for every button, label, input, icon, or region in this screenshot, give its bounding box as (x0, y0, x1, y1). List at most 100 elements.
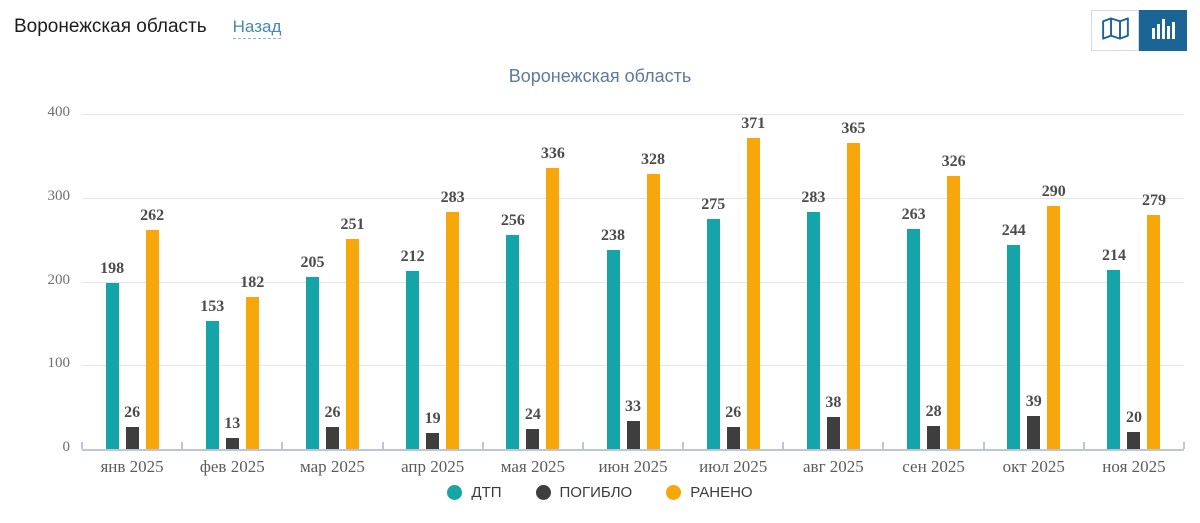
bar-погибло: 24 (525, 406, 541, 449)
x-axis-tick (1082, 442, 1085, 449)
x-tick-label: ноя 2025 (1102, 457, 1166, 476)
bar-дтп: 214 (1102, 247, 1126, 449)
legend-item-погибло[interactable]: ПОГИБЛО (535, 484, 633, 501)
x-tick-label: июн 2025 (598, 457, 668, 476)
bar-value-label: 33 (625, 398, 642, 416)
bar-value-label: 263 (901, 205, 926, 223)
bar-погибло: 39 (1026, 393, 1042, 449)
x-axis-labels: янв 2025 фев 2025 мар 2025 апр 2025 мая 2025… (82, 457, 1184, 477)
bar-погибло: 26 (725, 404, 741, 449)
bar-group-1: 198 26 262 (82, 114, 182, 449)
bar-дтп: 256 (501, 212, 525, 449)
view-toggle (1091, 10, 1187, 51)
bar-погибло: 33 (625, 398, 641, 449)
bar-value-label: 38 (825, 394, 842, 412)
y-tick-label: 400 (47, 104, 71, 120)
bar-погибло: 26 (124, 404, 140, 449)
bar-group-7: 275 26 371 (683, 114, 783, 449)
bar-group-11: 214 20 279 (1084, 114, 1184, 449)
bar-value-label: 365 (841, 120, 866, 138)
bar-ранено: 262 (140, 207, 164, 449)
bar-group-4: 212 19 283 (383, 114, 483, 449)
bar-value-label: 279 (1141, 192, 1166, 210)
bar-value-label: 19 (424, 410, 441, 428)
bar-дтп: 263 (902, 206, 926, 449)
bar-group-5: 256 24 336 (483, 114, 583, 449)
x-tick-label: авг 2025 (803, 457, 864, 476)
bar-value-label: 283 (440, 189, 465, 206)
bar-ранено: 365 (841, 120, 865, 449)
bar-value-label: 13 (224, 415, 241, 433)
chart-view-button[interactable] (1139, 10, 1187, 51)
y-tick-label: 100 (47, 355, 71, 372)
legend-label: РАНЕНО (690, 484, 753, 501)
bar-value-label: 251 (340, 215, 365, 233)
bar-value-label: 238 (601, 226, 626, 244)
bar-value-label: 212 (400, 248, 425, 266)
gridline-200 (82, 281, 1184, 283)
bar-дтп: 238 (601, 227, 625, 449)
bar-ранено: 283 (441, 189, 465, 449)
bar-value-label: 244 (1001, 221, 1026, 239)
bar-ранено: 251 (340, 216, 364, 449)
legend-label: ПОГИБЛО (559, 484, 633, 501)
bar-value-label: 328 (641, 151, 666, 169)
bar-value-label: 182 (240, 273, 265, 291)
map-icon (1101, 16, 1129, 45)
bar-value-label: 205 (300, 254, 325, 272)
page-title: Воронежская область (14, 16, 207, 37)
x-tick-label: мая 2025 (500, 457, 565, 476)
gridline-300 (82, 197, 1184, 199)
bar-дтп: 283 (801, 189, 825, 449)
legend-item-дтп[interactable]: ДТП (447, 484, 502, 501)
map-view-button[interactable] (1091, 10, 1139, 51)
bar-value-label: 28 (925, 402, 942, 420)
bar-value-label: 290 (1041, 183, 1066, 201)
legend-dot (535, 485, 551, 500)
bar-ранено: 336 (541, 145, 565, 449)
x-axis-tick (682, 442, 685, 449)
bar-value-label: 214 (1101, 246, 1126, 264)
bar-дтп: 198 (100, 260, 124, 449)
legend-label: ДТП (471, 484, 502, 501)
x-tick-label: окт 2025 (1002, 457, 1065, 476)
x-axis-tick (281, 442, 284, 449)
bar-chart-icon (1151, 17, 1176, 44)
bar-value-label: 39 (1025, 393, 1042, 411)
bar-ранено: 326 (942, 153, 966, 449)
bar-group-10: 244 39 290 (984, 114, 1084, 449)
x-axis-tick (81, 442, 83, 449)
bar-value-label: 283 (801, 189, 826, 206)
x-axis-tick (882, 442, 885, 449)
plot-area: 198 26 262 153 13 182 205 26 251 212 19 283 256 24 336… (82, 114, 1184, 449)
y-tick-label: 0 (62, 439, 71, 455)
legend-dot (447, 485, 463, 500)
bar-value-label: 275 (701, 195, 726, 213)
bar-дтп: 212 (401, 248, 425, 449)
y-axis: 0 100 200 300 400 (0, 104, 71, 455)
x-axis-tick (1183, 442, 1185, 449)
bar-погибло: 19 (425, 410, 441, 449)
chart-legend: ДТП ПОГИБЛО РАНЕНО (0, 484, 1200, 501)
x-axis-line (81, 442, 1185, 451)
legend-item-ранено[interactable]: РАНЕНО (666, 484, 753, 501)
x-axis-tick (381, 442, 384, 449)
bar-value-label: 153 (200, 297, 225, 315)
bar-groups: 198 26 262 153 13 182 205 26 251 212 19 283 256 24 336… (82, 114, 1184, 449)
bar-value-label: 26 (124, 404, 141, 422)
bar-ранено: 328 (641, 151, 665, 449)
bar-group-6: 238 33 328 (583, 114, 683, 449)
bar-value-label: 24 (524, 405, 541, 423)
bar-погибло: 28 (926, 403, 942, 449)
bar-дтп: 244 (1002, 222, 1026, 449)
y-tick-label: 200 (47, 271, 71, 288)
bar-group-2: 153 13 182 (182, 114, 282, 449)
x-tick-label: апр 2025 (401, 457, 465, 476)
bar-ранено: 371 (741, 115, 765, 449)
gridline-400 (82, 114, 1184, 115)
back-link[interactable]: Назад (232, 17, 282, 39)
chart-title: Воронежская область (508, 66, 692, 86)
bar-value-label: 198 (100, 260, 125, 278)
header: Воронежская область Назад (14, 16, 282, 39)
bar-дтп: 153 (200, 298, 224, 449)
